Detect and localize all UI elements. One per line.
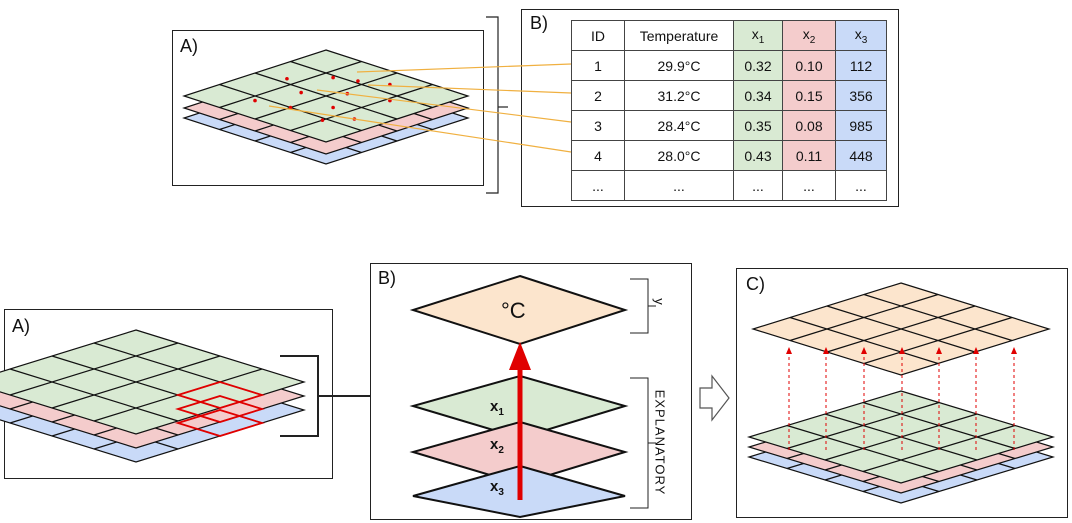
sample-point [320, 118, 325, 122]
flow-arrow-icon [699, 374, 730, 422]
cell-temperature: 31.2°C [624, 80, 734, 111]
sample-point [285, 76, 289, 81]
sample-point [299, 90, 303, 95]
dependency-arrow-head [509, 342, 531, 370]
top-bracket [486, 16, 499, 194]
link-line [268, 105, 572, 153]
data-table: ID Temperature x1 x2 x3 1 29.9°C 0.32 0.… [571, 20, 887, 201]
prediction-arrowhead [786, 347, 792, 354]
c-layer-response-gridline [826, 305, 976, 353]
cell-x1: ... [733, 170, 783, 201]
prediction-arrowhead [936, 347, 942, 354]
layer-x2-label: x2 [490, 436, 504, 456]
bottom-panel-a-label: A) [12, 316, 30, 336]
prediction-arrowhead [823, 347, 829, 354]
link-line [316, 89, 572, 123]
sample-point [253, 98, 257, 103]
c-layer-x1-gridline [824, 413, 978, 461]
cell-x3: 356 [835, 80, 887, 111]
sample-point [331, 105, 335, 110]
response-symbol: °C [501, 298, 526, 323]
layer-x1-label: x1 [490, 398, 504, 418]
table-row: 4 28.0°C 0.43 0.11 448 [571, 140, 887, 171]
table-row: ... ... ... ... ... [571, 170, 887, 201]
bottom-panel-b-label: B) [378, 268, 396, 288]
bottom-panel-c-label: C) [746, 274, 765, 294]
bottom-a-layer-x1-gridline [9, 368, 179, 422]
top-panel-a-label: A) [180, 36, 198, 56]
prediction-arrowhead [861, 347, 867, 354]
cell-id: 4 [571, 140, 625, 171]
cell-x3: 985 [835, 110, 887, 141]
c-layer-x1-gridline [786, 424, 940, 473]
cell-x2: 0.08 [782, 110, 836, 141]
cell-x2: 0.15 [782, 80, 836, 111]
cell-x1: 0.32 [733, 50, 783, 81]
cell-x3: ... [835, 170, 887, 201]
explanatory-bracket [630, 377, 649, 509]
c-layer-response-gridline [863, 316, 1013, 365]
link-line [356, 63, 572, 73]
cell-x3: 448 [835, 140, 887, 171]
cell-temperature: 28.4°C [624, 110, 734, 141]
top-layer-x1-gridline [254, 72, 398, 120]
top-panel-b-label: B) [530, 13, 548, 33]
top-layer-x1 [182, 49, 470, 143]
table-row: 2 31.2°C 0.34 0.15 356 [571, 80, 887, 111]
highlighted-cell [174, 395, 266, 423]
prediction-arrowhead [973, 347, 979, 354]
table-row: 3 28.4°C 0.35 0.08 985 [571, 110, 887, 141]
highlighted-cell [174, 381, 266, 409]
sample-point [356, 79, 360, 83]
cell-x1: 0.35 [733, 110, 783, 141]
layer-x3-label: x3 [490, 478, 504, 498]
sample-point [331, 75, 335, 80]
link-line [367, 84, 572, 94]
highlighted-cell [174, 409, 266, 437]
cell-x2: ... [782, 170, 836, 201]
cell-temperature: 29.9°C [624, 50, 734, 81]
cell-id: ... [571, 170, 625, 201]
header-temperature: Temperature [624, 20, 734, 51]
bottom-a-layer-x1 [0, 329, 307, 435]
c-layer-x1 [746, 390, 1056, 484]
c-layer-response [750, 282, 1052, 376]
y-bracket [630, 278, 649, 334]
sample-point [288, 105, 293, 110]
cell-id: 1 [571, 50, 625, 81]
cell-x1: 0.43 [733, 140, 783, 171]
cell-x3: 112 [835, 50, 887, 81]
cell-temperature: ... [624, 170, 734, 201]
bottom-a-layer-x1-outline [0, 329, 307, 435]
table-header-row: ID Temperature x1 x2 x3 [571, 20, 887, 51]
prediction-arrowhead [899, 347, 905, 354]
header-x1: x1 [733, 20, 783, 51]
top-layer-x1-gridline [290, 83, 433, 132]
response-tag: y [651, 298, 667, 305]
prediction-arrowhead [1011, 347, 1017, 354]
c-layer-response-gridline [789, 316, 939, 365]
explanatory-label: EXPLANATORY [652, 389, 668, 496]
